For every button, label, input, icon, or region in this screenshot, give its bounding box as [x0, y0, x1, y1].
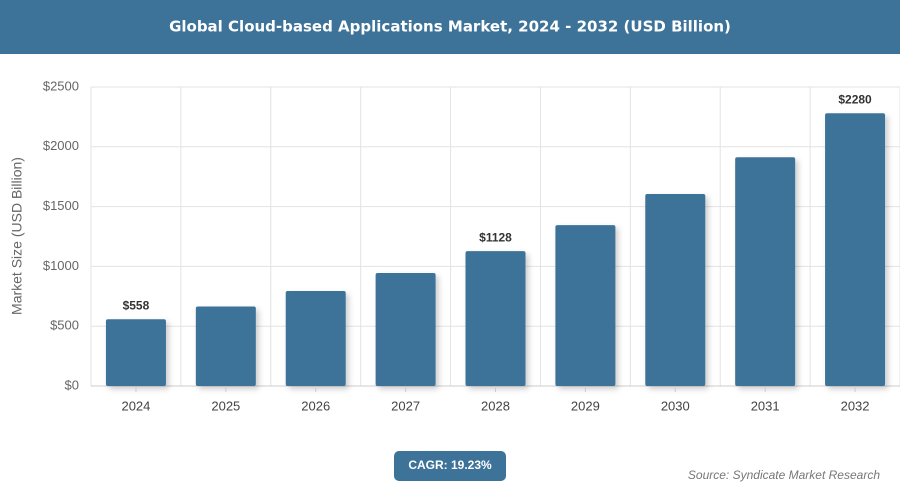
bar — [825, 113, 886, 386]
value-label: $2280 — [838, 92, 872, 106]
x-tick-label: 2025 — [211, 398, 240, 413]
x-tick-label: 2024 — [121, 398, 150, 413]
x-tick-label: 2030 — [661, 398, 690, 413]
bar — [465, 251, 526, 386]
x-tick-label: 2027 — [391, 398, 420, 413]
value-label: $1128 — [479, 230, 512, 244]
x-tick-label: 2028 — [481, 398, 510, 413]
y-tick-label: $1500 — [43, 198, 79, 213]
bar — [285, 291, 346, 386]
x-tick-label: 2031 — [751, 398, 780, 413]
chart-title: Global Cloud-based Applications Market, … — [169, 18, 731, 36]
y-tick-label: $500 — [50, 318, 79, 333]
x-tick-label: 2026 — [301, 398, 330, 413]
bar — [375, 272, 436, 386]
source-note: Source: Syndicate Market Research — [688, 468, 880, 482]
y-axis-label: Market Size (USD Billion) — [9, 157, 25, 315]
bar — [195, 306, 256, 386]
x-tick-label: 2032 — [841, 398, 870, 413]
bar — [735, 157, 796, 386]
y-tick-label: $2500 — [43, 78, 79, 93]
x-tick-label: 2029 — [571, 398, 600, 413]
cagr-badge — [394, 451, 506, 481]
bar — [645, 194, 706, 386]
header-bar — [0, 0, 900, 54]
y-tick-label: $0 — [65, 377, 79, 392]
y-tick-label: $2000 — [43, 138, 79, 153]
y-tick-label: $1000 — [43, 258, 79, 273]
value-label: $558 — [123, 298, 150, 312]
cagr-text: CAGR: 19.23% — [408, 458, 492, 472]
bar — [105, 319, 166, 386]
bar — [555, 225, 616, 386]
